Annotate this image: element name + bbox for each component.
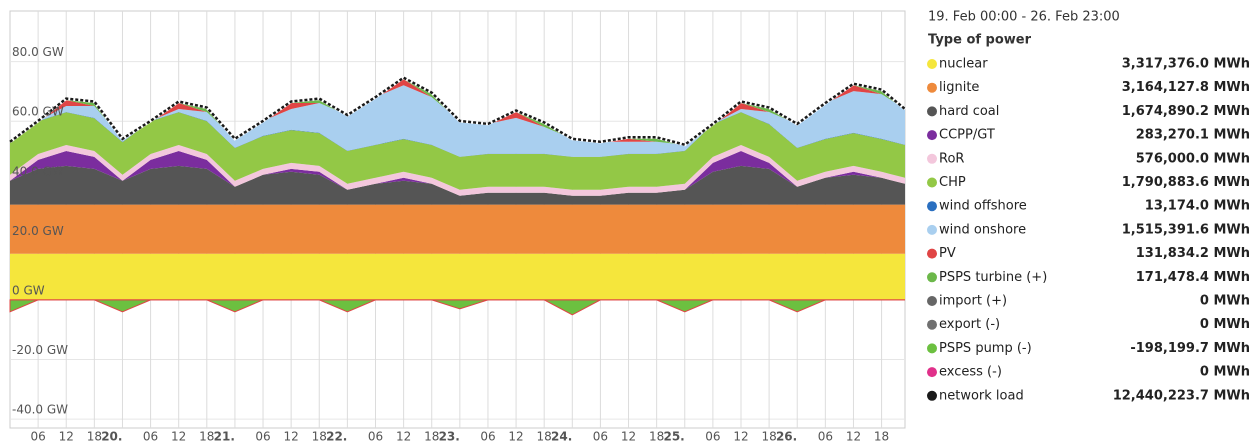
legend-total: 171,478.4 MWh	[1136, 270, 1250, 285]
x-tick-label: 06	[143, 430, 158, 444]
x-tick-label: 22.	[326, 430, 347, 444]
x-tick-label: 24.	[551, 430, 572, 444]
legend-total: -198,199.7 MWh	[1130, 341, 1250, 356]
subtitle: 19. Feb 00:00 - 26. Feb 23:00	[928, 10, 1120, 25]
legend-name: PSPS pump (-)	[939, 341, 1032, 356]
legend-marker	[927, 201, 937, 212]
legend-name: wind offshore	[939, 199, 1027, 214]
legend-total: 3,164,127.8 MWh	[1122, 80, 1250, 95]
legend-marker	[927, 130, 937, 141]
legend-name: CCPP/GT	[939, 128, 995, 143]
y-tick-label: -20.0 GW	[12, 343, 68, 357]
x-tick-label: 12	[621, 430, 636, 444]
x-tick-label: 18	[649, 430, 664, 444]
x-tick-label: 18	[312, 430, 327, 444]
x-tick-label: 18	[874, 430, 889, 444]
legend-total: 3,317,376.0 MWh	[1122, 57, 1250, 72]
load-line	[9, 76, 906, 147]
area	[10, 145, 905, 196]
x-tick-label: 12	[396, 430, 411, 444]
y-tick-label: 0 GW	[12, 283, 45, 297]
y-tick-label: 60.0 GW	[12, 105, 64, 119]
legend-total: 1,674,890.2 MWh	[1122, 104, 1250, 119]
legend-total: 131,834.2 MWh	[1136, 246, 1250, 261]
legend-marker	[927, 319, 937, 330]
legend-total: 0 MWh	[1200, 317, 1250, 332]
legend-name: hard coal	[939, 104, 999, 119]
legend-marker	[927, 248, 937, 259]
legend-total: 0 MWh	[1200, 294, 1250, 309]
legend-total: 283,270.1 MWh	[1136, 128, 1250, 143]
x-tick-label: 18	[537, 430, 552, 444]
legend-total: 13,174.0 MWh	[1145, 199, 1250, 214]
legend-name: lignite	[939, 80, 979, 95]
legend-marker	[927, 153, 937, 164]
legend-total: 1,515,391.6 MWh	[1122, 222, 1250, 237]
legend-name: network load	[939, 388, 1024, 403]
x-tick-label: 06	[705, 430, 720, 444]
area	[10, 204, 905, 254]
legend-name: nuclear	[939, 57, 988, 72]
legend-marker	[927, 82, 937, 93]
x-tick-label: 06	[480, 430, 495, 444]
legend-total: 1,790,883.6 MWh	[1122, 175, 1250, 190]
y-tick-label: 40.0 GW	[12, 164, 64, 178]
x-tick-label: 18	[761, 430, 776, 444]
areas	[9, 75, 906, 316]
legend-total: 576,000.0 MWh	[1136, 151, 1250, 166]
x-tick-label: 12	[171, 430, 186, 444]
legend-marker	[927, 367, 937, 378]
legend-name: wind onshore	[939, 222, 1026, 237]
x-tick-label: 12	[733, 430, 748, 444]
x-tick-label: 12	[508, 430, 523, 444]
legend: nuclear 3,317,376.0 MWh lignite 3,164,127.8…	[927, 57, 1250, 403]
legend-marker	[927, 272, 937, 283]
x-tick-label: 06	[368, 430, 383, 444]
y-tick-label: 80.0 GW	[12, 45, 64, 59]
legend-name: excess (-)	[939, 365, 1002, 380]
x-tick-label: 25.	[663, 430, 684, 444]
x-tick-label: 12	[284, 430, 299, 444]
legend-marker	[927, 296, 937, 306]
area	[10, 253, 905, 300]
legend-total: 0 MWh	[1200, 365, 1250, 380]
x-tick-label: 18	[199, 430, 214, 444]
legend-name: import (+)	[939, 294, 1007, 309]
legend-name: PV	[939, 246, 956, 261]
x-tick-label: 06	[593, 430, 608, 444]
legend-title: Type of power	[928, 33, 1032, 48]
legend-marker	[927, 59, 937, 69]
x-tick-label: 21.	[214, 430, 235, 444]
x-tick-label: 18	[424, 430, 439, 444]
legend-name: RoR	[939, 151, 964, 166]
legend-marker	[927, 390, 937, 401]
legend-marker	[927, 224, 937, 235]
legend-name: CHP	[939, 175, 966, 190]
x-tick-label: 26.	[776, 430, 797, 444]
x-tick-label: 06	[818, 430, 833, 444]
legend-marker	[927, 177, 937, 188]
legend-total: 12,440,223.7 MWh	[1113, 388, 1250, 403]
area	[10, 165, 905, 205]
legend-marker	[927, 106, 937, 117]
legend-name: export (-)	[939, 317, 1000, 332]
legend-marker	[927, 343, 937, 354]
axis-labels: -40.0 GW -20.0 GW 0 GW 20.0 GW 40.0 GW 60.0 G…	[12, 45, 889, 443]
x-tick-label: 23.	[439, 430, 460, 444]
x-tick-label: 06	[255, 430, 270, 444]
x-tick-label: 12	[846, 430, 861, 444]
x-tick-label: 18	[87, 430, 102, 444]
y-tick-label: -40.0 GW	[12, 403, 68, 417]
legend-name: PSPS turbine (+)	[939, 270, 1047, 285]
area	[10, 112, 905, 190]
y-tick-label: 20.0 GW	[12, 224, 64, 238]
x-tick-label: 20.	[101, 430, 122, 444]
x-tick-label: 12	[59, 430, 74, 444]
x-tick-label: 06	[30, 430, 45, 444]
